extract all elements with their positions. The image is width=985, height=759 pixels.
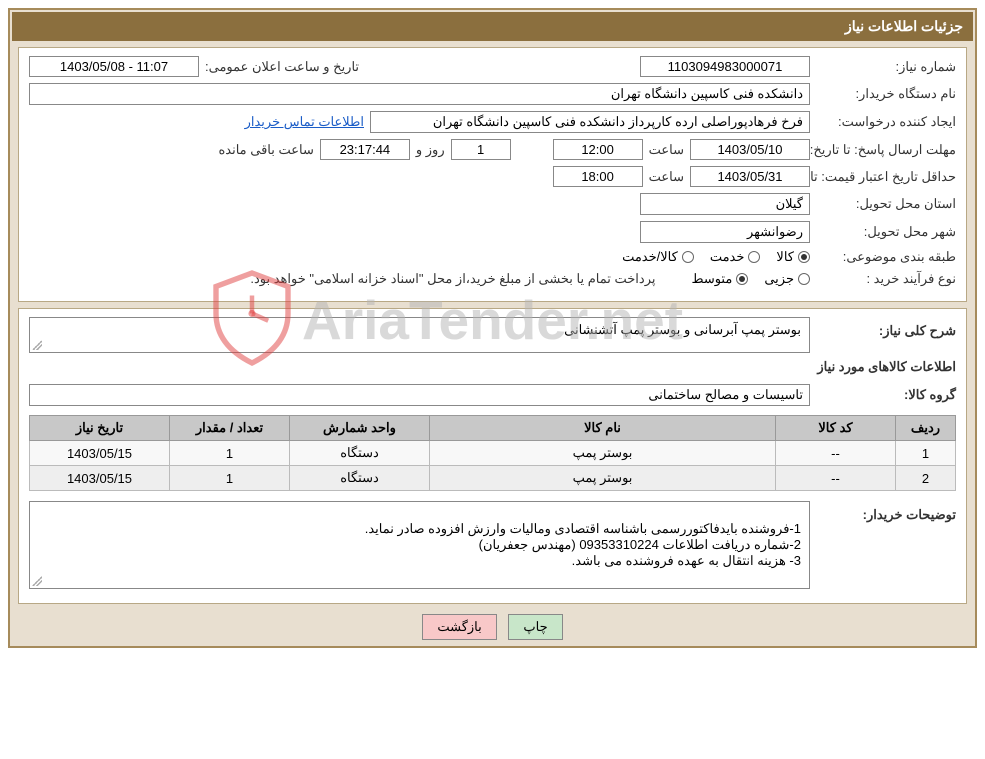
col-unit: واحد شمارش xyxy=(290,416,430,441)
radio-service-label: خدمت xyxy=(710,249,745,265)
price-validity-label: حداقل تاریخ اعتبار قیمت: تا تاریخ: xyxy=(816,169,956,185)
table-cell: 1403/05/15 xyxy=(30,441,170,466)
col-name: نام کالا xyxy=(430,416,776,441)
radio-medium-label: متوسط xyxy=(691,271,732,287)
table-header-row: ردیف کد کالا نام کالا واحد شمارش تعداد /… xyxy=(30,416,956,441)
buyer-org-label: نام دستگاه خریدار: xyxy=(816,86,956,102)
resize-handle-icon[interactable] xyxy=(32,340,42,350)
payment-note: پرداخت تمام یا بخشی از مبلغ خرید،از محل … xyxy=(250,271,655,287)
table-row: 2--بوستر پمپدستگاه11403/05/15 xyxy=(30,466,956,491)
classification-label: طبقه بندی موضوعی: xyxy=(816,249,956,265)
table-cell: -- xyxy=(776,466,896,491)
response-time-value: 12:00 xyxy=(553,139,643,160)
radio-dot-icon xyxy=(798,251,810,263)
announce-datetime-label: تاریخ و ساعت اعلان عمومی: xyxy=(205,59,359,75)
radio-service[interactable]: خدمت xyxy=(710,249,761,265)
page-header: جزئیات اطلاعات نیاز xyxy=(12,12,973,41)
header-title: جزئیات اطلاعات نیاز xyxy=(845,18,963,34)
requester-label: ایجاد کننده درخواست: xyxy=(816,114,956,130)
button-row: چاپ بازگشت xyxy=(12,614,973,640)
radio-partial[interactable]: جزیی xyxy=(764,271,810,287)
time-remaining-label: ساعت باقی مانده xyxy=(218,142,313,158)
table-cell: 1 xyxy=(896,441,956,466)
goods-group-label: گروه کالا: xyxy=(816,387,956,403)
day-and-label: روز و xyxy=(416,142,445,158)
radio-goods-label: کالا xyxy=(776,249,794,265)
table-cell: دستگاه xyxy=(290,441,430,466)
buyer-notes-label: توضیحات خریدار: xyxy=(816,507,956,523)
details-panel: شماره نیاز: 1103094983000071 تاریخ و ساع… xyxy=(18,47,967,302)
time-label-1: ساعت xyxy=(649,142,684,158)
table-row: 1--بوستر پمپدستگاه11403/05/15 xyxy=(30,441,956,466)
city-value: رضوانشهر xyxy=(640,221,810,243)
announce-datetime-value: 11:07 - 1403/05/08 xyxy=(29,56,199,77)
response-deadline-label: مهلت ارسال پاسخ: تا تاریخ: xyxy=(816,142,956,158)
req-number-label: شماره نیاز: xyxy=(816,59,956,75)
province-value: گیلان xyxy=(640,193,810,215)
buyer-notes-textarea[interactable]: 1-فروشنده بایدفاکتوررسمی باشناسه اقتصادی… xyxy=(29,501,810,589)
main-container: جزئیات اطلاعات نیاز شماره نیاز: 11030949… xyxy=(8,8,977,648)
general-desc-label: شرح کلی نیاز: xyxy=(816,323,956,339)
radio-dot-icon xyxy=(748,251,760,263)
goods-info-title: اطلاعات کالاهای مورد نیاز xyxy=(29,359,956,375)
validity-date-value: 1403/05/31 xyxy=(690,166,810,187)
print-button[interactable]: چاپ xyxy=(508,614,562,640)
description-panel: شرح کلی نیاز: بوستر پمپ آبرسانی و بوستر … xyxy=(18,308,967,604)
general-desc-textarea[interactable]: بوستر پمپ آبرسانی و بوستر پمپ آتشنشانی xyxy=(29,317,810,353)
col-code: کد کالا xyxy=(776,416,896,441)
province-label: استان محل تحویل: xyxy=(816,196,956,212)
radio-partial-label: جزیی xyxy=(764,271,794,287)
table-cell: 1 xyxy=(170,466,290,491)
buyer-notes-value: 1-فروشنده بایدفاکتوررسمی باشناسه اقتصادی… xyxy=(365,521,801,568)
table-cell: -- xyxy=(776,441,896,466)
goods-table: ردیف کد کالا نام کالا واحد شمارش تعداد /… xyxy=(29,415,956,491)
general-desc-value: بوستر پمپ آبرسانی و بوستر پمپ آتشنشانی xyxy=(564,322,801,337)
goods-group-value: تاسیسات و مصالح ساختمانی xyxy=(29,384,810,406)
validity-time-value: 18:00 xyxy=(553,166,643,187)
buyer-org-value: دانشکده فنی کاسپین دانشگاه تهران xyxy=(29,83,810,105)
radio-dot-icon xyxy=(798,273,810,285)
col-row: ردیف xyxy=(896,416,956,441)
table-cell: 1403/05/15 xyxy=(30,466,170,491)
table-cell: 1 xyxy=(170,441,290,466)
buyer-contact-link[interactable]: اطلاعات تماس خریدار xyxy=(245,114,364,130)
countdown-value: 23:17:44 xyxy=(320,139,410,160)
requester-value: فرخ فرهادپوراصلی ارده کارپرداز دانشکده ف… xyxy=(370,111,810,133)
time-label-2: ساعت xyxy=(649,169,684,185)
city-label: شهر محل تحویل: xyxy=(816,224,956,240)
radio-dot-icon xyxy=(682,251,694,263)
table-cell: دستگاه xyxy=(290,466,430,491)
table-cell: بوستر پمپ xyxy=(430,441,776,466)
radio-goods-service[interactable]: کالا/خدمت xyxy=(622,249,694,265)
radio-goods[interactable]: کالا xyxy=(776,249,810,265)
resize-handle-icon[interactable] xyxy=(32,576,42,586)
radio-goods-service-label: کالا/خدمت xyxy=(622,249,678,265)
days-left-value: 1 xyxy=(451,139,511,160)
radio-dot-icon xyxy=(736,273,748,285)
radio-medium[interactable]: متوسط xyxy=(691,271,748,287)
table-cell: 2 xyxy=(896,466,956,491)
purchase-type-label: نوع فرآیند خرید : xyxy=(816,271,956,287)
table-cell: بوستر پمپ xyxy=(430,466,776,491)
req-number-value: 1103094983000071 xyxy=(640,56,810,77)
back-button[interactable]: بازگشت xyxy=(422,614,496,640)
col-date: تاریخ نیاز xyxy=(30,416,170,441)
col-qty: تعداد / مقدار xyxy=(170,416,290,441)
response-date-value: 1403/05/10 xyxy=(690,139,810,160)
